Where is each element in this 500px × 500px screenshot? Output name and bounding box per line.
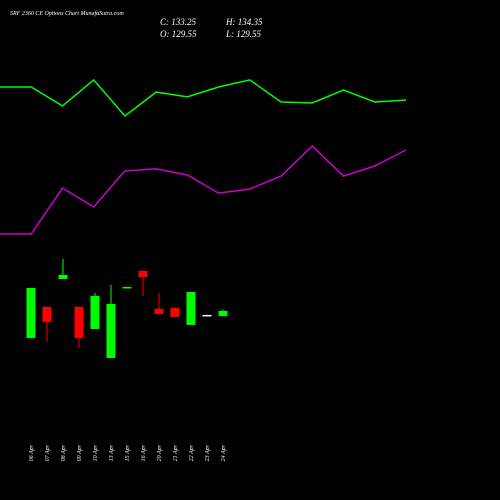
candle-body	[186, 291, 196, 325]
indicator-line	[0, 145, 407, 235]
low-label: L: 129.55	[225, 29, 262, 39]
x-tick-label: 20 Apr	[157, 444, 163, 461]
x-tick-label: 07 Apr	[45, 444, 51, 461]
x-tick-label: 06 Apr	[29, 444, 35, 461]
x-tick-label: 13 Apr	[109, 444, 115, 461]
candle-body	[170, 307, 180, 317]
candle-body	[58, 274, 68, 280]
candle-body	[122, 286, 132, 289]
x-tick-label: 24 Apr	[220, 444, 227, 461]
candle-body	[74, 306, 84, 338]
x-tick-label: 15 Apr	[125, 444, 131, 461]
close-label: C: 133.25	[160, 17, 197, 27]
indicator-line	[0, 78, 407, 118]
candle-body	[106, 303, 116, 358]
x-tick-label: 22 Apr	[189, 444, 195, 461]
candle-body	[42, 306, 52, 322]
candle-body	[154, 308, 164, 314]
candle-body	[218, 310, 228, 316]
x-tick-label: 16 Apr	[141, 444, 147, 461]
candle-body	[138, 270, 148, 277]
open-label: O: 129.55	[160, 29, 197, 39]
x-tick-label: 10 Apr	[93, 444, 99, 461]
chart-title: SRF 2360 CE Options Chart MunafaSutra.co…	[10, 10, 124, 17]
candle-body	[26, 287, 36, 338]
x-tick-label: 09 Apr	[77, 444, 83, 461]
candle-body	[90, 295, 100, 329]
x-tick-label: 21 Apr	[173, 444, 179, 461]
x-tick-label: 08 Apr	[61, 444, 67, 461]
candle-body	[202, 314, 212, 317]
high-label: H: 134.35	[225, 17, 263, 27]
x-tick-label: 23 Apr	[205, 444, 211, 461]
